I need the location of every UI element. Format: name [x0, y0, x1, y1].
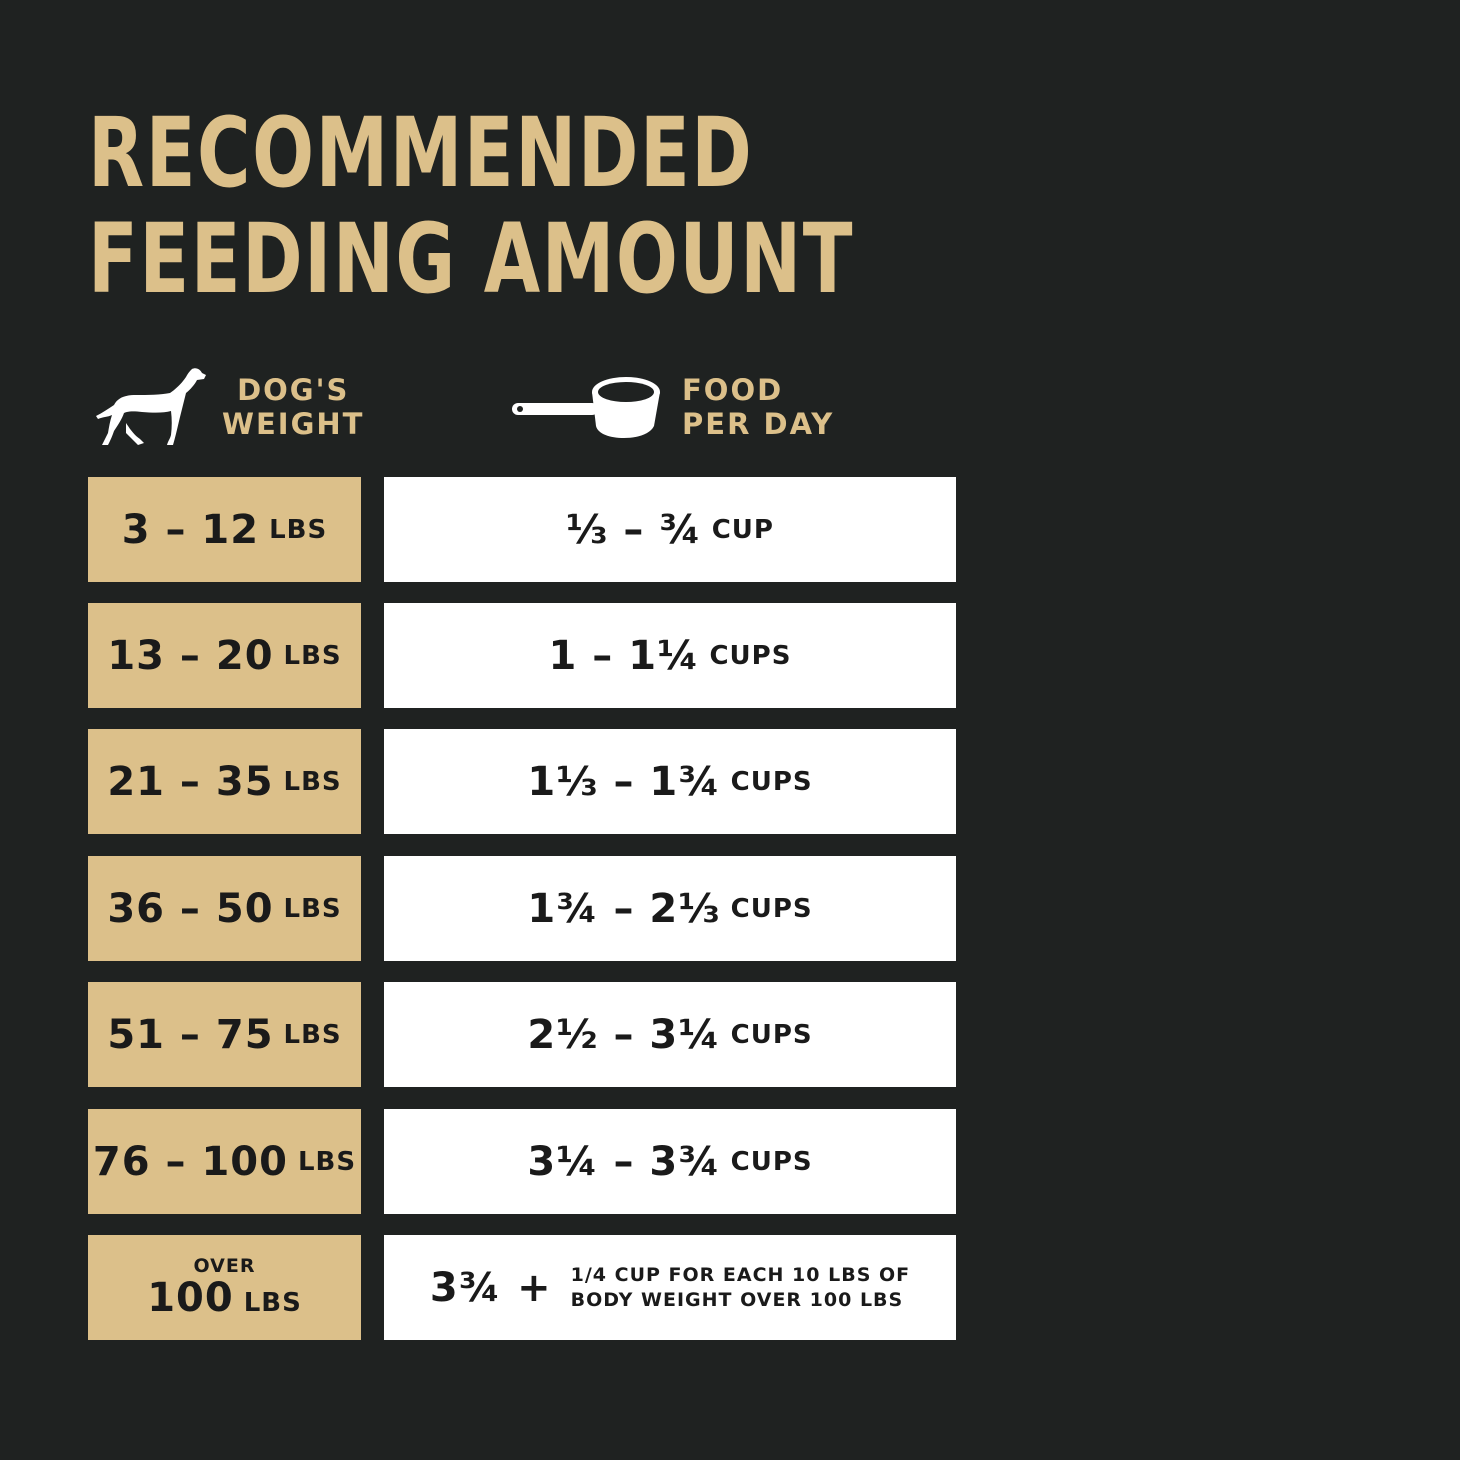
weight-column-header: DOG'S WEIGHT — [96, 362, 364, 452]
weight-unit: LBS — [283, 893, 342, 924]
weight-cell: OVER 100 LBS — [88, 1235, 361, 1340]
food-amount: 1¾ – 2⅓ — [527, 885, 721, 932]
plus-sign: + — [517, 1264, 551, 1311]
dog-icon — [96, 368, 206, 445]
food-note-line-1: 1/4 CUP FOR EACH 10 LBS OF — [570, 1263, 911, 1286]
table-row: 36 – 50 LBS 1¾ – 2⅓ CUPS — [88, 856, 956, 961]
title-line-2: FEEDING AMOUNT — [88, 203, 855, 315]
table-row: 76 – 100 LBS 3¼ – 3¾ CUPS — [88, 1109, 956, 1214]
food-amount: 3¾ — [429, 1264, 502, 1311]
weight-cell: 51 – 75 LBS — [88, 982, 361, 1087]
title-line-1: RECOMMENDED — [88, 97, 754, 209]
food-cell: 1¾ – 2⅓ CUPS — [384, 856, 956, 961]
weight-unit: LBS — [269, 514, 328, 545]
food-amount: 2½ – 3¼ — [527, 1011, 721, 1058]
weight-range: 21 – 35 — [107, 758, 274, 805]
food-cell: 3¾ + 1/4 CUP FOR EACH 10 LBS OF BODY WEI… — [384, 1235, 956, 1340]
page-title: RECOMMENDED FEEDING AMOUNT — [88, 97, 855, 315]
weight-unit: LBS — [283, 640, 342, 671]
weight-range: 36 – 50 — [107, 885, 274, 932]
weight-cell: 36 – 50 LBS — [88, 856, 361, 961]
food-amount: 3¼ – 3¾ — [527, 1138, 721, 1185]
food-amount: 1⅓ – 1¾ — [527, 758, 721, 805]
weight-unit: LBS — [243, 1287, 302, 1318]
food-unit: CUPS — [730, 766, 813, 797]
weight-header-label: DOG'S WEIGHT — [222, 373, 364, 441]
food-header-line-1: FOOD — [682, 373, 784, 407]
food-note: 1/4 CUP FOR EACH 10 LBS OF BODY WEIGHT O… — [571, 1263, 911, 1313]
food-amount: ⅓ – ¾ — [566, 506, 702, 553]
table-row-last: OVER 100 LBS 3¾ + 1/4 CUP FOR EACH 10 LB… — [88, 1235, 956, 1340]
weight-range: 13 – 20 — [107, 632, 274, 679]
food-cell: 2½ – 3¼ CUPS — [384, 982, 956, 1087]
weight-value-line: 100 LBS — [147, 1276, 302, 1320]
measuring-cup-icon — [512, 377, 660, 438]
weight-unit: LBS — [283, 766, 342, 797]
weight-cell: 21 – 35 LBS — [88, 729, 361, 834]
weight-range: 100 — [147, 1274, 234, 1321]
food-cell: 1⅓ – 1¾ CUPS — [384, 729, 956, 834]
weight-range: 76 – 100 — [92, 1138, 288, 1185]
weight-cell: 76 – 100 LBS — [88, 1109, 361, 1214]
food-cell: 3¼ – 3¾ CUPS — [384, 1109, 956, 1214]
food-unit: CUPS — [730, 1146, 813, 1177]
food-cell: 1 – 1¼ CUPS — [384, 603, 956, 708]
food-unit: CUPS — [709, 640, 792, 671]
food-unit: CUPS — [730, 1019, 813, 1050]
weight-range: 3 – 12 — [121, 506, 260, 553]
weight-cell: 3 – 12 LBS — [88, 477, 361, 582]
food-amount: 1 – 1¼ — [548, 632, 700, 679]
food-note-line-2: BODY WEIGHT OVER 100 LBS — [570, 1288, 904, 1311]
table-row: 51 – 75 LBS 2½ – 3¼ CUPS — [88, 982, 956, 1087]
food-header-label: FOOD PER DAY — [682, 373, 834, 441]
weight-header-line-2: WEIGHT — [222, 407, 365, 441]
weight-header-line-1: DOG'S — [237, 373, 350, 407]
weight-prefix: OVER — [193, 1254, 256, 1277]
weight-unit: LBS — [297, 1146, 357, 1177]
food-unit: CUPS — [730, 893, 813, 924]
weight-range: 51 – 75 — [107, 1011, 274, 1058]
food-column-header: FOOD PER DAY — [510, 362, 834, 452]
weight-unit: LBS — [283, 1019, 342, 1050]
weight-cell: 13 – 20 LBS — [88, 603, 361, 708]
food-cell: ⅓ – ¾ CUP — [384, 477, 956, 582]
table-row: 3 – 12 LBS ⅓ – ¾ CUP — [88, 477, 956, 582]
food-unit: CUP — [711, 514, 774, 545]
table-row: 13 – 20 LBS 1 – 1¼ CUPS — [88, 603, 956, 708]
table-row: 21 – 35 LBS 1⅓ – 1¾ CUPS — [88, 729, 956, 834]
food-header-line-2: PER DAY — [682, 407, 835, 441]
